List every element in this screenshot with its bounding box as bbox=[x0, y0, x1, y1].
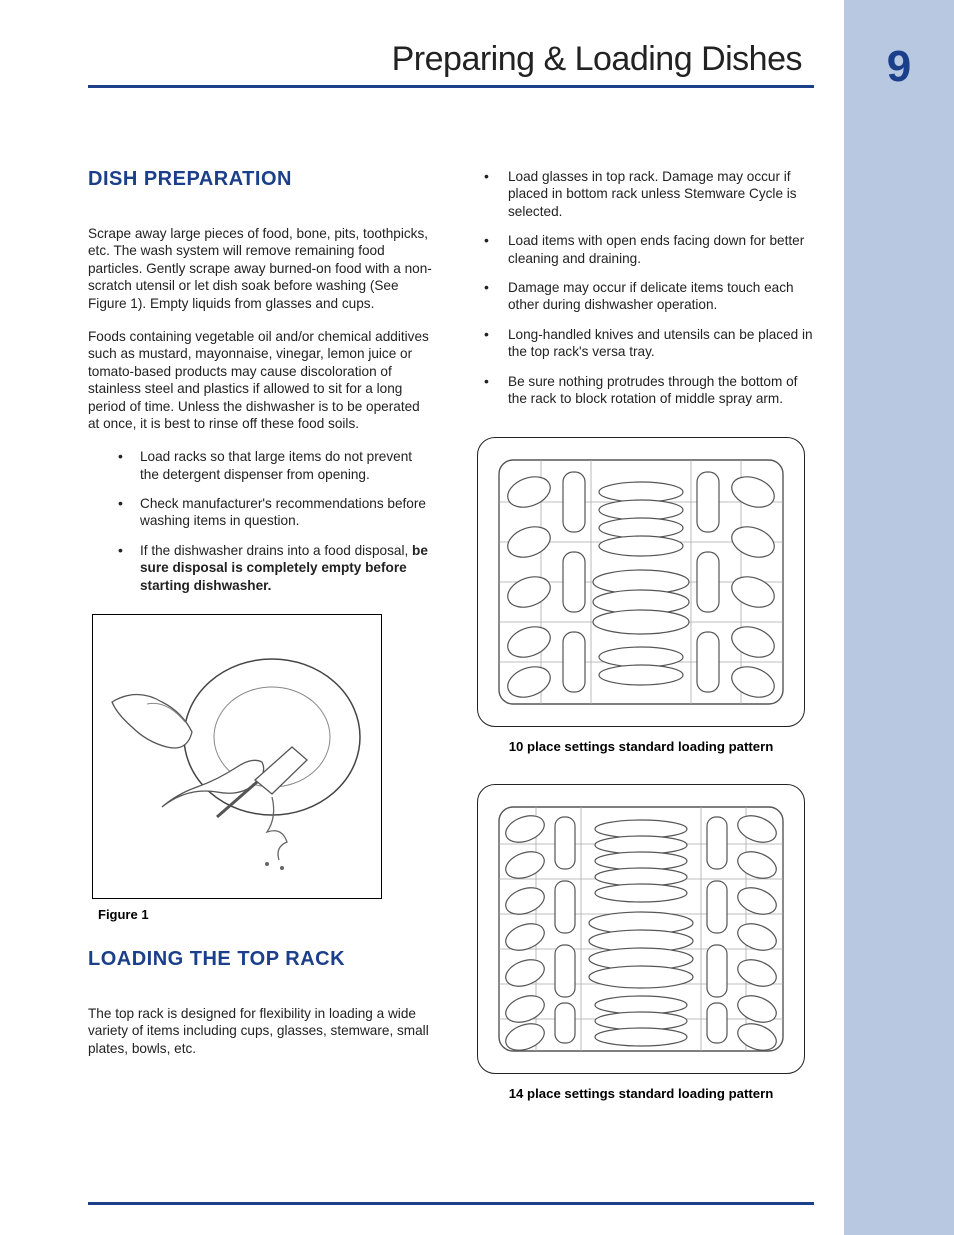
rack-10-place-illustration bbox=[477, 437, 805, 727]
list-item: If the dishwasher drains into a food dis… bbox=[118, 542, 434, 594]
left-column: DISH PREPARATION Scrape away large piece… bbox=[88, 168, 434, 1123]
dish-prep-p1: Scrape away large pieces of food, bone, … bbox=[88, 225, 434, 312]
rack-10-caption: 10 place settings standard loading patte… bbox=[468, 739, 814, 754]
right-column: Load glasses in top rack. Damage may occ… bbox=[468, 168, 814, 1123]
top-rack-heading: LOADING THE TOP RACK bbox=[88, 948, 434, 971]
figure-1-illustration bbox=[92, 614, 382, 899]
rack-14-caption: 14 place settings standard loading patte… bbox=[468, 1086, 814, 1101]
page-number: 9 bbox=[844, 42, 954, 92]
figure-1-caption: Figure 1 bbox=[98, 907, 434, 922]
rack-diagram-icon bbox=[491, 799, 791, 1059]
list-item: Check manufacturer's recommendations bef… bbox=[118, 495, 434, 530]
dish-prep-heading: DISH PREPARATION bbox=[88, 168, 434, 191]
dish-prep-bullets: Load racks so that large items do not pr… bbox=[88, 448, 434, 594]
page-title: Preparing & Loading Dishes bbox=[88, 40, 814, 79]
right-bullets: Load glasses in top rack. Damage may occ… bbox=[468, 168, 814, 407]
title-divider bbox=[88, 85, 814, 88]
rack-diagram-icon bbox=[491, 452, 791, 712]
list-item: Damage may occur if delicate items touch… bbox=[484, 279, 814, 314]
list-item: Be sure nothing protrudes through the bo… bbox=[484, 373, 814, 408]
page-sidebar: 9 bbox=[844, 0, 954, 1235]
scrape-dish-icon bbox=[107, 632, 367, 882]
top-rack-p1: The top rack is designed for flexibility… bbox=[88, 1005, 434, 1057]
rack-14-place-illustration bbox=[477, 784, 805, 1074]
list-item: Load glasses in top rack. Damage may occ… bbox=[484, 168, 814, 220]
footer-divider bbox=[88, 1202, 814, 1205]
list-item: Long-handled knives and utensils can be … bbox=[484, 326, 814, 361]
bullet-lead: If the dishwasher drains into a food dis… bbox=[140, 543, 412, 558]
list-item: Load racks so that large items do not pr… bbox=[118, 448, 434, 483]
list-item: Load items with open ends facing down fo… bbox=[484, 232, 814, 267]
dish-prep-p2: Foods containing vegetable oil and/or ch… bbox=[88, 328, 434, 432]
